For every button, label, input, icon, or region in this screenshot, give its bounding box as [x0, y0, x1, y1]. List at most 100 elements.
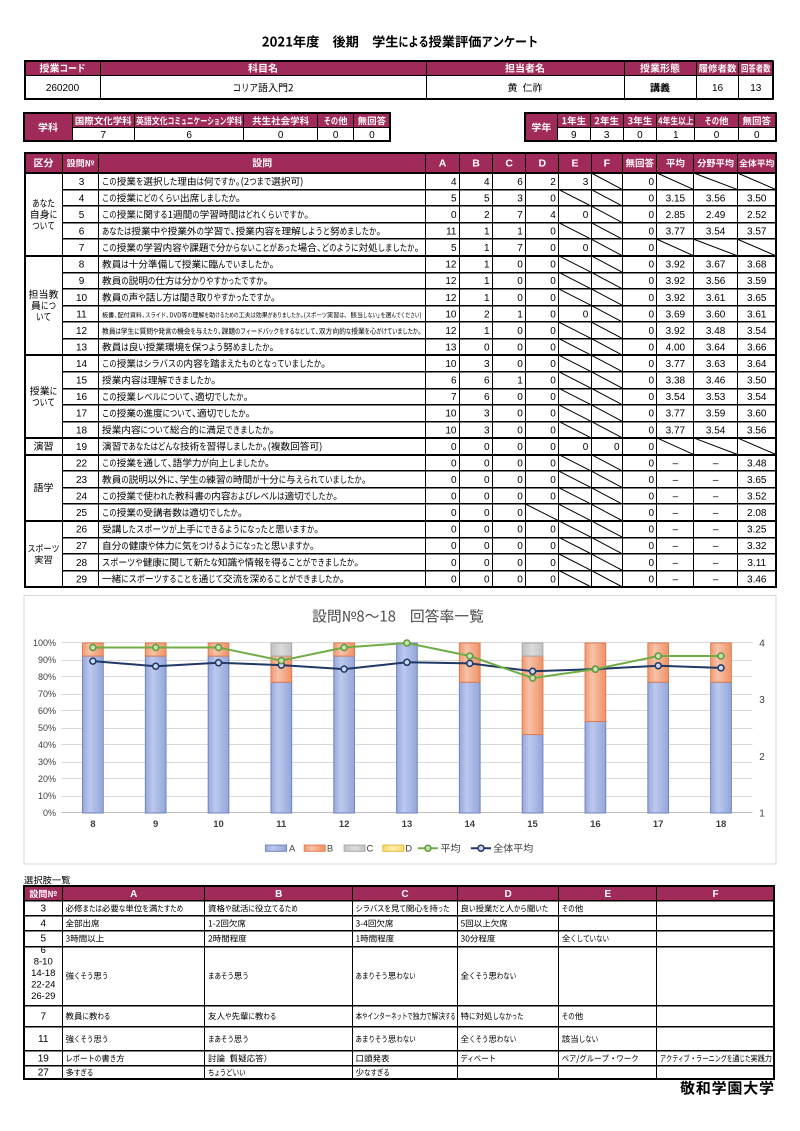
svg-text:9: 9 [79, 276, 85, 287]
svg-text:0%: 0% [43, 808, 56, 818]
svg-text:0: 0 [583, 442, 589, 453]
svg-text:4: 4 [40, 919, 46, 930]
svg-text:B: B [275, 889, 282, 900]
svg-text:3.59: 3.59 [706, 409, 726, 420]
svg-text:–: – [713, 492, 719, 503]
svg-text:0: 0 [648, 541, 654, 552]
svg-text:0: 0 [648, 574, 654, 585]
svg-text:12: 12 [445, 293, 457, 304]
svg-text:0: 0 [648, 525, 654, 536]
svg-text:8-10: 8-10 [34, 956, 53, 967]
svg-text:4: 4 [550, 210, 556, 221]
svg-text:3.54: 3.54 [666, 392, 686, 403]
svg-text:–: – [673, 475, 679, 486]
svg-text:0: 0 [484, 458, 490, 469]
svg-text:16: 16 [590, 819, 601, 830]
svg-text:0: 0 [550, 260, 556, 271]
svg-text:0: 0 [484, 541, 490, 552]
svg-text:0: 0 [517, 326, 523, 337]
svg-text:0: 0 [648, 558, 654, 569]
svg-text:3.64: 3.64 [706, 342, 726, 353]
svg-text:14-18: 14-18 [31, 968, 55, 979]
svg-text:0: 0 [583, 243, 589, 254]
svg-text:0: 0 [451, 525, 457, 536]
svg-text:3.53: 3.53 [706, 392, 726, 403]
svg-text:3.67: 3.67 [706, 260, 726, 271]
svg-text:0: 0 [451, 210, 457, 221]
svg-text:A: A [439, 158, 447, 170]
svg-text:3.92: 3.92 [666, 293, 686, 304]
svg-text:22-24: 22-24 [31, 979, 55, 990]
svg-text:12: 12 [445, 326, 457, 337]
svg-text:0: 0 [517, 293, 523, 304]
svg-text:0: 0 [550, 558, 556, 569]
svg-text:0: 0 [550, 541, 556, 552]
svg-text:–: – [713, 525, 719, 536]
svg-text:3.65: 3.65 [747, 475, 767, 486]
svg-text:28: 28 [76, 558, 88, 569]
svg-text:3.61: 3.61 [706, 293, 726, 304]
svg-text:0: 0 [484, 525, 490, 536]
svg-text:8: 8 [90, 819, 95, 830]
svg-text:A: A [289, 844, 296, 855]
svg-text:–: – [713, 541, 719, 552]
svg-text:10: 10 [445, 425, 457, 436]
svg-text:6: 6 [186, 130, 192, 141]
svg-text:20%: 20% [38, 774, 56, 784]
svg-text:3.60: 3.60 [706, 309, 726, 320]
svg-text:4: 4 [79, 193, 85, 204]
svg-text:0: 0 [648, 392, 654, 403]
svg-text:0: 0 [517, 558, 523, 569]
svg-text:–: – [673, 492, 679, 503]
svg-text:–: – [673, 508, 679, 519]
svg-text:13: 13 [76, 342, 88, 353]
svg-text:1: 1 [484, 227, 490, 238]
svg-text:12: 12 [445, 276, 457, 287]
svg-text:6: 6 [451, 376, 457, 387]
svg-text:1: 1 [484, 260, 490, 271]
svg-text:0: 0 [648, 193, 654, 204]
svg-text:3.77: 3.77 [666, 425, 686, 436]
svg-text:0: 0 [484, 508, 490, 519]
svg-text:D: D [405, 844, 412, 855]
svg-text:–: – [673, 558, 679, 569]
svg-text:0: 0 [648, 442, 654, 453]
svg-text:3.54: 3.54 [747, 392, 767, 403]
svg-text:0: 0 [550, 326, 556, 337]
svg-text:13: 13 [750, 83, 762, 94]
svg-text:0: 0 [550, 492, 556, 503]
svg-text:0: 0 [517, 276, 523, 287]
svg-text:0: 0 [648, 492, 654, 503]
svg-text:12: 12 [339, 819, 350, 830]
svg-text:0: 0 [648, 342, 654, 353]
svg-text:0: 0 [648, 409, 654, 420]
svg-text:6: 6 [484, 376, 490, 387]
svg-text:0: 0 [550, 342, 556, 353]
svg-text:0: 0 [648, 210, 654, 221]
svg-text:26-29: 26-29 [31, 991, 55, 1002]
svg-text:0: 0 [550, 243, 556, 254]
svg-text:0: 0 [550, 442, 556, 453]
svg-text:3.59: 3.59 [747, 276, 767, 287]
svg-text:2.85: 2.85 [666, 210, 686, 221]
svg-text:3.38: 3.38 [666, 376, 686, 387]
svg-text:27: 27 [76, 541, 88, 552]
svg-text:3.50: 3.50 [747, 193, 767, 204]
svg-text:10: 10 [76, 293, 88, 304]
svg-text:0: 0 [484, 558, 490, 569]
svg-text:5: 5 [40, 934, 46, 945]
svg-text:0: 0 [550, 376, 556, 387]
svg-text:–: – [673, 525, 679, 536]
svg-text:12: 12 [445, 260, 457, 271]
svg-text:2: 2 [484, 309, 490, 320]
svg-text:0: 0 [648, 276, 654, 287]
svg-text:–: – [673, 574, 679, 585]
svg-text:3.56: 3.56 [747, 425, 767, 436]
svg-text:F: F [712, 889, 718, 900]
svg-text:18: 18 [716, 819, 727, 830]
svg-text:3.25: 3.25 [747, 525, 767, 536]
svg-text:0: 0 [517, 541, 523, 552]
svg-text:0: 0 [648, 177, 654, 188]
svg-text:1: 1 [484, 276, 490, 287]
svg-text:12: 12 [76, 326, 88, 337]
